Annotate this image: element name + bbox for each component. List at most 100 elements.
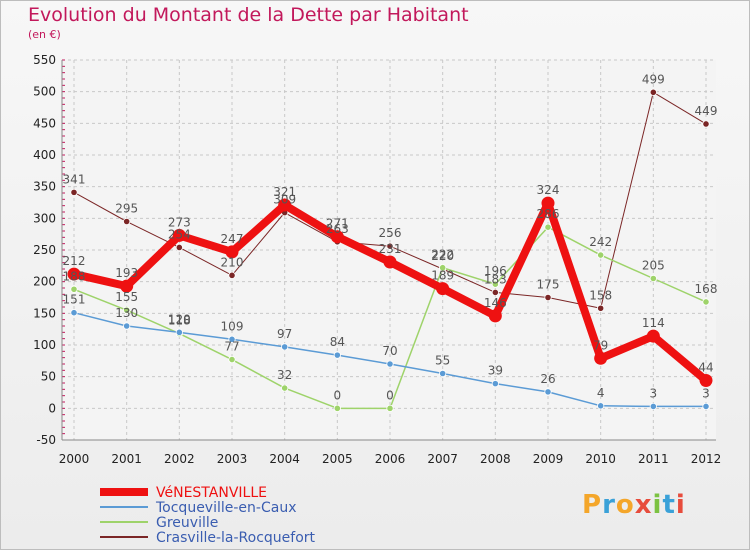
data-label: 4 bbox=[597, 386, 605, 400]
y-tick-label: -50 bbox=[36, 433, 56, 447]
axes: -500501001502002503003504004505005502000… bbox=[33, 53, 721, 466]
x-tick-label: 2012 bbox=[691, 452, 722, 466]
proxiti-logo: Proxiti bbox=[582, 490, 686, 520]
data-point bbox=[278, 198, 292, 212]
data-label: 256 bbox=[379, 226, 402, 240]
y-tick-label: 50 bbox=[41, 370, 56, 384]
data-point bbox=[544, 388, 552, 396]
data-point bbox=[597, 304, 605, 312]
data-label: 295 bbox=[115, 202, 138, 216]
chart-title: Evolution du Montant de la Dette par Hab… bbox=[28, 4, 469, 26]
data-label: 286 bbox=[537, 207, 560, 221]
data-point bbox=[386, 404, 394, 412]
data-label: 118 bbox=[168, 314, 191, 328]
data-point bbox=[67, 267, 81, 281]
y-tick-label: 250 bbox=[33, 243, 56, 257]
data-label: 39 bbox=[488, 364, 503, 378]
data-point bbox=[330, 230, 344, 244]
data-label: 0 bbox=[386, 388, 394, 402]
legend-label: Tocqueville-en-Caux bbox=[155, 500, 296, 516]
logo-letter: t bbox=[662, 490, 676, 520]
data-point bbox=[491, 288, 499, 297]
data-point bbox=[544, 293, 552, 302]
data-label: 263 bbox=[326, 222, 349, 236]
data-label: 324 bbox=[537, 183, 560, 197]
x-tick-label: 2005 bbox=[322, 452, 353, 466]
legend-label: Crasville-la-Rocquefort bbox=[156, 530, 316, 546]
data-point bbox=[594, 351, 608, 365]
data-point bbox=[175, 328, 183, 336]
y-tick-label: 200 bbox=[33, 275, 56, 289]
data-label: 183 bbox=[484, 272, 507, 286]
data-label: 321 bbox=[273, 185, 296, 199]
data-point bbox=[544, 223, 552, 231]
data-point bbox=[123, 306, 131, 314]
data-point bbox=[491, 380, 499, 388]
logo-letter: x bbox=[634, 490, 653, 520]
y-tick-label: 450 bbox=[33, 116, 56, 130]
data-label: 188 bbox=[63, 269, 86, 283]
y-tick-label: 300 bbox=[33, 211, 56, 225]
x-tick-label: 2004 bbox=[269, 452, 300, 466]
legend-label: VéNESTANVILLE bbox=[156, 485, 267, 501]
data-label: 309 bbox=[273, 193, 296, 207]
data-label: 242 bbox=[589, 235, 612, 249]
y-tick-label: 500 bbox=[33, 85, 56, 99]
logo-letter: i bbox=[652, 490, 663, 520]
data-label: 79 bbox=[593, 338, 608, 352]
data-point bbox=[228, 335, 236, 343]
data-label: 151 bbox=[63, 293, 86, 307]
data-point bbox=[649, 88, 657, 96]
x-tick-label: 2003 bbox=[217, 452, 248, 466]
data-point bbox=[70, 309, 78, 317]
data-point bbox=[225, 245, 239, 259]
data-label: 196 bbox=[484, 264, 507, 278]
logo-letter: i bbox=[675, 490, 686, 520]
data-label: 175 bbox=[537, 278, 560, 292]
x-tick-label: 2011 bbox=[638, 452, 669, 466]
data-label: 97 bbox=[277, 327, 292, 341]
data-label: 212 bbox=[63, 254, 86, 268]
data-label: 193 bbox=[115, 266, 138, 280]
data-point bbox=[597, 251, 605, 259]
y-tick-label: 400 bbox=[33, 148, 56, 162]
legend-label: Greuville bbox=[156, 515, 218, 531]
data-label: 3 bbox=[702, 386, 710, 400]
x-tick-label: 2001 bbox=[111, 452, 142, 466]
data-point bbox=[120, 279, 134, 293]
data-label: 0 bbox=[334, 388, 342, 402]
data-point bbox=[386, 360, 394, 368]
x-tick-label: 2006 bbox=[375, 452, 406, 466]
data-label: 3 bbox=[650, 386, 658, 400]
data-point bbox=[175, 243, 183, 252]
data-point bbox=[281, 384, 289, 392]
logo-letter: P bbox=[582, 490, 603, 520]
data-point bbox=[70, 285, 78, 293]
data-label: 499 bbox=[642, 72, 665, 86]
data-label: 84 bbox=[330, 335, 345, 349]
x-tick-label: 2000 bbox=[59, 452, 90, 466]
data-point bbox=[228, 271, 236, 279]
x-tick-label: 2008 bbox=[480, 452, 511, 466]
y-tick-label: 150 bbox=[33, 306, 56, 320]
data-point bbox=[123, 322, 131, 330]
data-label: 55 bbox=[435, 354, 450, 368]
data-label: 220 bbox=[431, 249, 454, 263]
data-point bbox=[702, 120, 710, 128]
legend: VéNESTANVILLETocqueville-en-CauxGreuvill… bbox=[100, 485, 316, 546]
data-point bbox=[649, 274, 657, 283]
data-label: 231 bbox=[379, 242, 402, 256]
data-point bbox=[491, 280, 499, 288]
data-label: 271 bbox=[326, 217, 349, 231]
data-point bbox=[333, 404, 341, 412]
data-label: 205 bbox=[642, 259, 665, 273]
logo-letter: o bbox=[615, 490, 635, 520]
data-point bbox=[702, 298, 710, 306]
y-tick-label: 550 bbox=[33, 53, 56, 67]
data-label: 44 bbox=[698, 360, 713, 374]
x-tick-label: 2009 bbox=[533, 452, 564, 466]
data-point bbox=[172, 228, 186, 242]
data-label: 222 bbox=[431, 248, 454, 262]
data-label: 109 bbox=[221, 319, 244, 333]
